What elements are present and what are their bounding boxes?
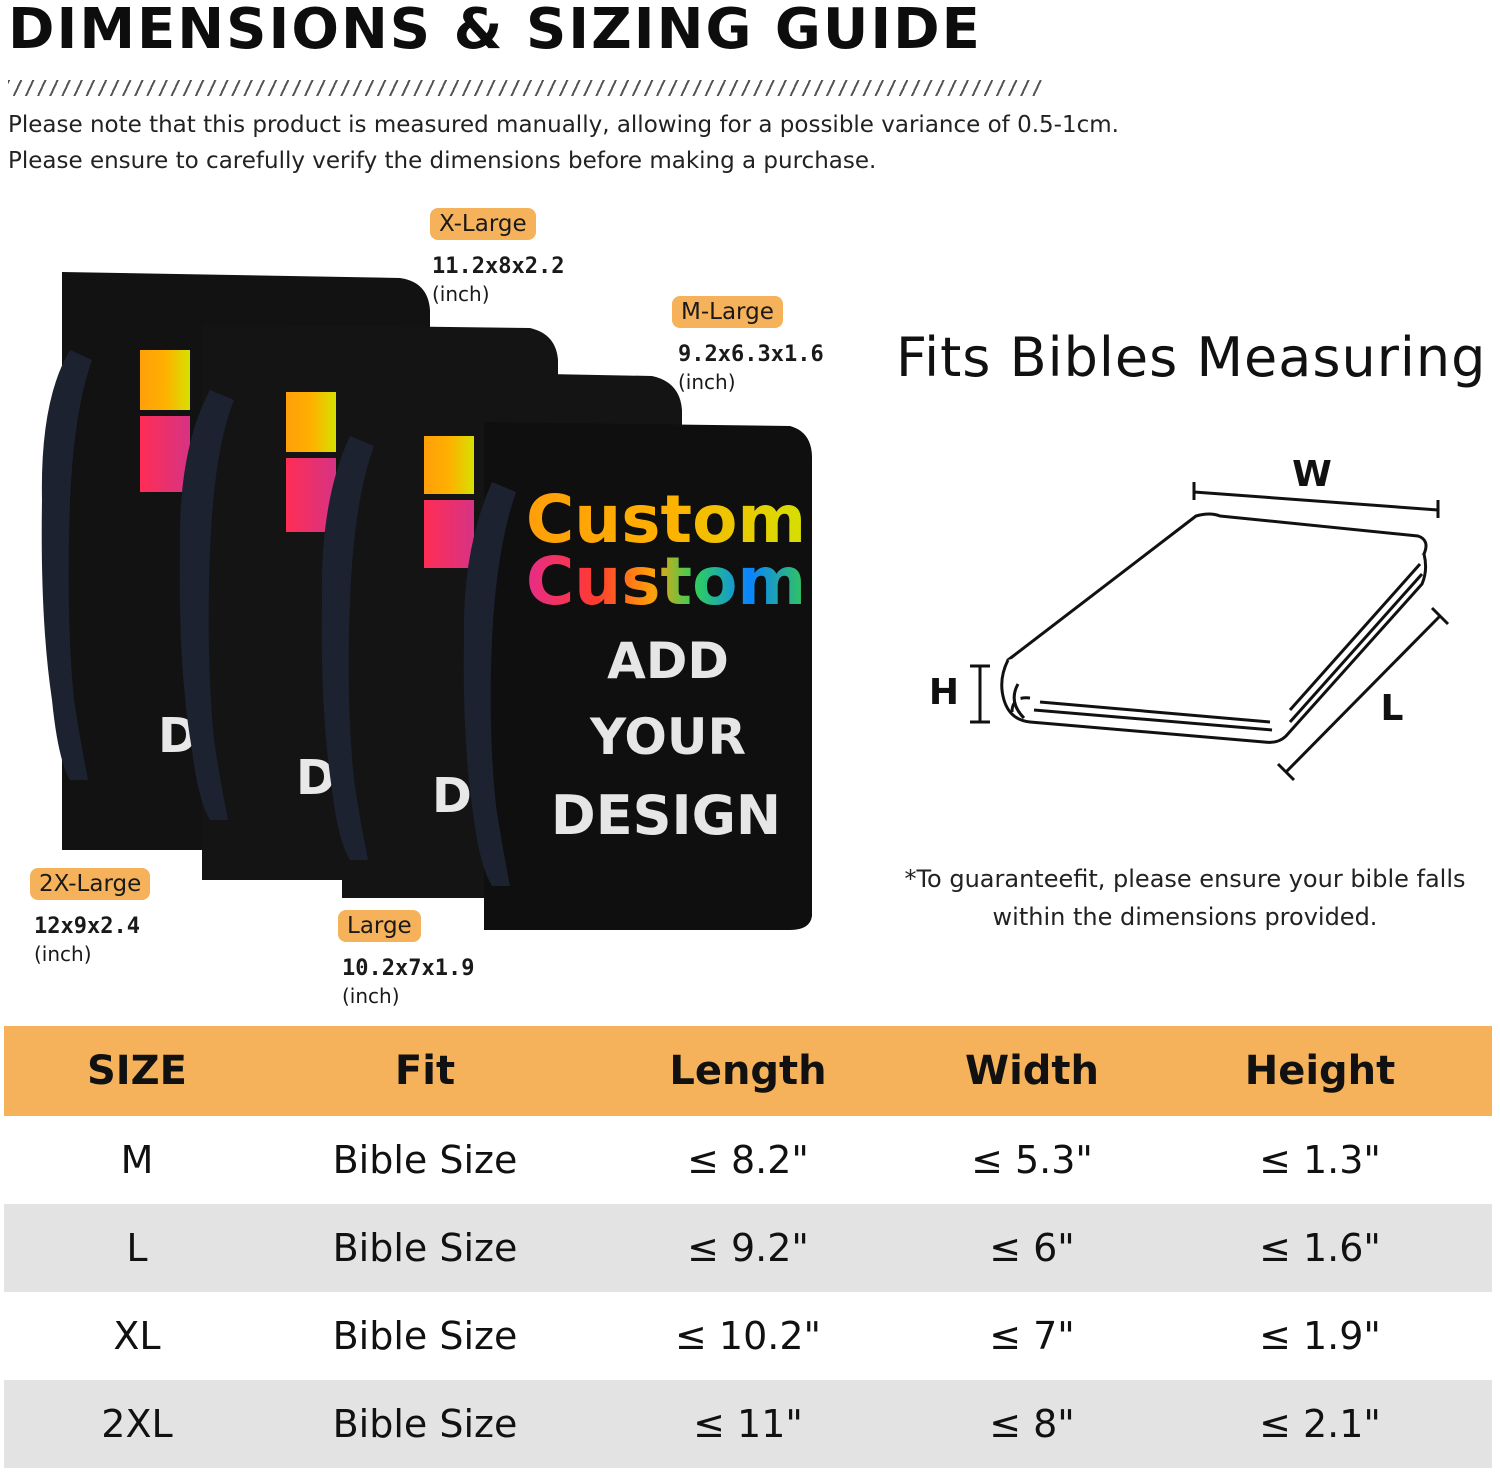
cell-length: ≤ 9.2" <box>687 1226 809 1270</box>
size-dims-ml: 9.2x6.3x1.6 <box>678 342 824 367</box>
product-illustration: D D D Custom Custom ADD YOUR DESIGN <box>0 200 880 1020</box>
cell-fit: Bible Size <box>332 1402 518 1446</box>
size-unit-large: (inch) <box>342 984 400 1008</box>
fits-heading: Fits Bibles Measuring <box>896 326 1487 389</box>
cell-width: ≤ 7" <box>989 1314 1075 1358</box>
cell-size: L <box>126 1226 148 1270</box>
cell-width: ≤ 6" <box>989 1226 1075 1270</box>
h-label: H <box>929 672 959 713</box>
size-dims-xl: 11.2x8x2.2 <box>432 254 565 279</box>
guarantee-line-1: *To guaranteefit, please ensure your bib… <box>904 865 1466 893</box>
cell-size: XL <box>113 1314 161 1358</box>
table-row: L Bible Size ≤ 9.2" ≤ 6" ≤ 1.6" <box>4 1204 1492 1292</box>
header-fit: Fit <box>394 1048 456 1094</box>
table-header-row: SIZE Fit Length Width Height <box>4 1026 1492 1116</box>
cell-length: ≤ 11" <box>693 1402 803 1446</box>
custom-text-1: Custom <box>526 481 806 558</box>
table-row: 2XL Bible Size ≤ 11" ≤ 8" ≤ 2.1" <box>4 1380 1492 1468</box>
cell-length: ≤ 8.2" <box>687 1138 809 1182</box>
cell-fit: Bible Size <box>332 1314 518 1358</box>
cell-length: ≤ 10.2" <box>674 1314 821 1358</box>
cover-letter-d: D <box>432 768 472 824</box>
your-text: YOUR <box>589 708 746 766</box>
hatch-divider <box>8 80 1042 96</box>
cell-size: 2XL <box>101 1402 173 1446</box>
page-title: DIMENSIONS & SIZING GUIDE <box>8 0 982 62</box>
cover-front: Custom Custom ADD YOUR DESIGN <box>463 422 812 930</box>
cell-height: ≤ 1.6" <box>1259 1226 1381 1270</box>
w-label: W <box>1292 454 1332 495</box>
book-outline <box>1000 512 1428 744</box>
size-tag-2xl: 2X-Large <box>30 868 151 900</box>
size-unit-2xl: (inch) <box>34 942 92 966</box>
size-dims-large: 10.2x7x1.9 <box>342 956 475 981</box>
design-text: DESIGN <box>551 784 781 847</box>
header-length: Length <box>669 1048 827 1094</box>
cell-height: ≤ 1.9" <box>1259 1314 1381 1358</box>
size-unit-xl: (inch) <box>432 282 490 306</box>
custom-text-2: Custom <box>526 543 806 620</box>
add-text: ADD <box>607 632 729 690</box>
cell-height: ≤ 1.3" <box>1259 1138 1381 1182</box>
cell-width: ≤ 5.3" <box>971 1138 1093 1182</box>
l-label: L <box>1381 688 1404 729</box>
cell-height: ≤ 2.1" <box>1259 1402 1381 1446</box>
cell-width: ≤ 8" <box>989 1402 1075 1446</box>
size-tag-xl: X-Large <box>430 208 536 240</box>
header-size: SIZE <box>86 1048 188 1094</box>
header-height: Height <box>1244 1048 1396 1094</box>
guarantee-line-2: within the dimensions provided. <box>992 903 1378 931</box>
table-row: M Bible Size ≤ 8.2" ≤ 5.3" ≤ 1.3" <box>4 1116 1492 1204</box>
size-unit-ml: (inch) <box>678 370 736 394</box>
measurement-note: Please note that this product is measure… <box>8 112 1119 138</box>
cell-size: M <box>120 1138 154 1182</box>
size-table: SIZE Fit Length Width Height M Bible Siz… <box>4 1026 1492 1468</box>
bible-covers-graphic: D D D Custom Custom ADD YOUR DESIGN <box>41 272 812 930</box>
table-row: XL Bible Size ≤ 10.2" ≤ 7" ≤ 1.9" <box>4 1292 1492 1380</box>
verify-note: Please ensure to carefully verify the di… <box>8 148 877 174</box>
header-width: Width <box>964 1048 1100 1094</box>
cell-fit: Bible Size <box>332 1226 518 1270</box>
guarantee-note: *To guaranteefit, please ensure your bib… <box>880 860 1490 936</box>
bible-dimension-diagram: W H L <box>929 454 1450 782</box>
cell-fit: Bible Size <box>332 1138 518 1182</box>
size-dims-2xl: 12x9x2.4 <box>34 914 140 939</box>
size-tag-large: Large <box>338 910 421 942</box>
size-tag-ml: M-Large <box>672 296 783 328</box>
